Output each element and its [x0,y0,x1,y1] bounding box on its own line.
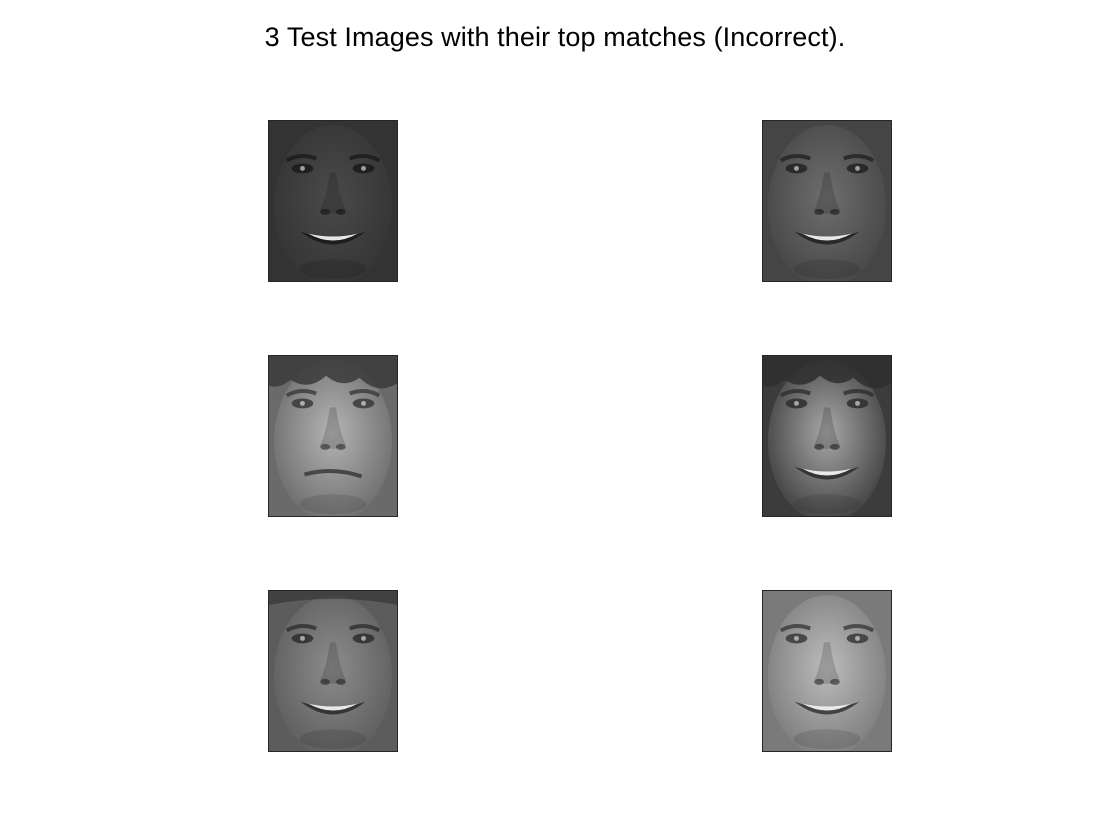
face-image [269,121,397,281]
test-image-3 [268,590,398,752]
face-image [763,356,891,516]
face-image [269,356,397,516]
face-image [763,121,891,281]
face-image [269,591,397,751]
match-image-2 [762,355,892,517]
test-image-2 [268,355,398,517]
face-image [763,591,891,751]
figure-title: 3 Test Images with their top matches (In… [264,22,846,52]
match-image-3 [762,590,892,752]
test-image-1 [268,120,398,282]
match-image-1 [762,120,892,282]
